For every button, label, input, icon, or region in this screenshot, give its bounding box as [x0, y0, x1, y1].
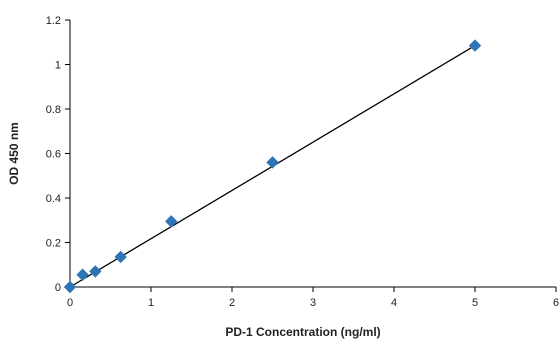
data-point — [76, 268, 89, 281]
y-tick-label: 0 — [55, 282, 61, 294]
data-point — [165, 215, 178, 228]
data-point — [89, 265, 102, 278]
data-point — [114, 250, 127, 264]
data-point — [63, 280, 77, 294]
y-tick-label: 0.6 — [46, 149, 61, 161]
data-point — [266, 156, 279, 169]
x-tick-label: 5 — [472, 297, 478, 309]
x-tick-label: 1 — [148, 297, 154, 309]
tick-labels: 0 0.2 0.4 0.6 0.8 1 1.2 0 1 2 3 4 5 6 — [46, 15, 559, 309]
y-tick-label: 0.2 — [46, 238, 61, 250]
y-axis-label: OD 450 nm — [7, 122, 21, 185]
x-tick-label: 3 — [310, 297, 316, 309]
axes — [65, 19, 557, 292]
x-tick-label: 4 — [391, 297, 397, 309]
x-tick-label: 2 — [229, 297, 235, 309]
x-tick-label: 6 — [553, 297, 559, 309]
data-point — [468, 39, 482, 52]
y-tick-label: 0.4 — [46, 193, 61, 205]
y-tick-label: 1.2 — [46, 15, 61, 27]
y-tick-label: 1 — [55, 60, 61, 72]
x-tick-label: 0 — [67, 297, 73, 309]
data-points — [63, 39, 482, 294]
y-tick-label: 0.8 — [46, 104, 61, 116]
x-axis-label: PD-1 Concentration (ng/ml) — [225, 325, 380, 339]
